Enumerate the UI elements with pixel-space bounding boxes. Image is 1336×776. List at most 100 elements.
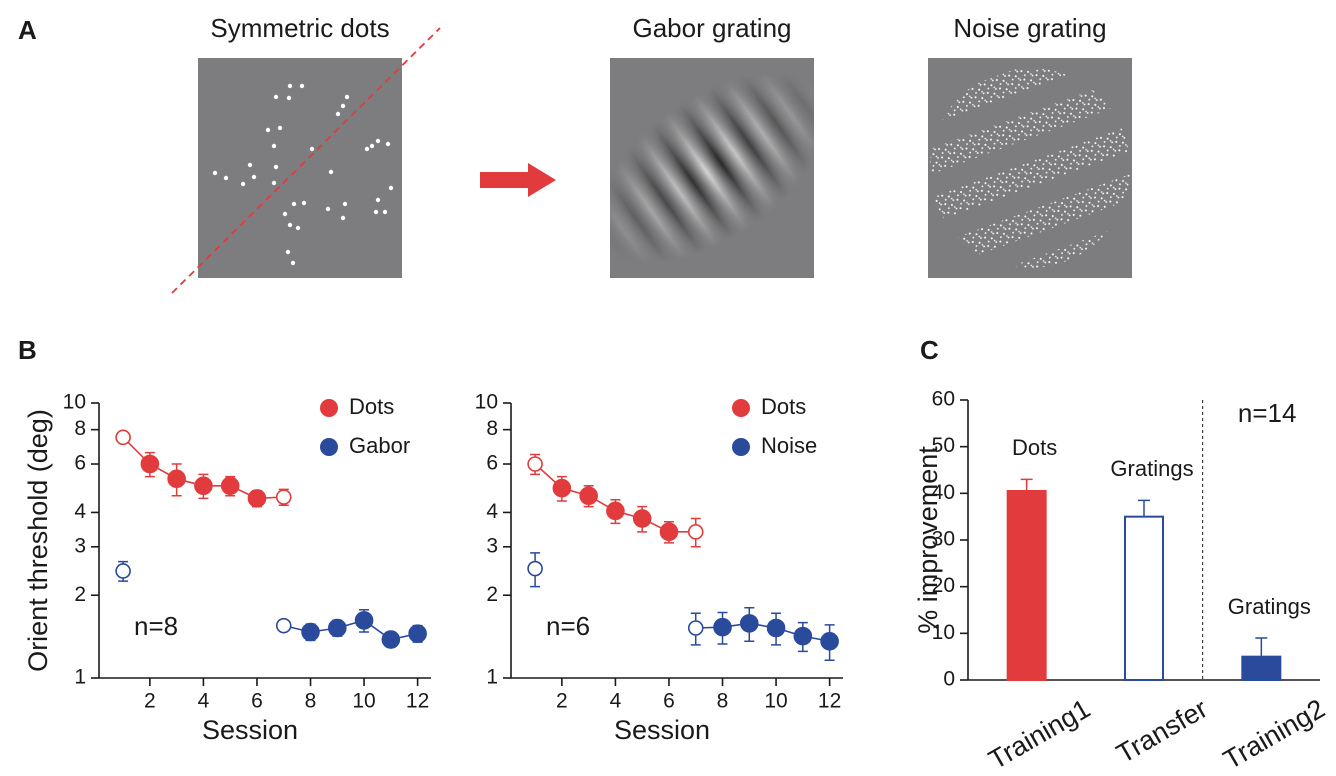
y-tick-label: 6	[74, 452, 86, 475]
legend-marker	[732, 399, 750, 417]
legend-label: Dots	[349, 394, 394, 419]
y-tick-label: 1	[486, 666, 498, 689]
marker	[632, 509, 652, 528]
y-axis-label: Orient threshold (deg)	[23, 409, 53, 672]
y-tick-label: 20	[932, 574, 955, 597]
annotation: n=6	[546, 611, 590, 641]
y-tick-label: 10	[63, 391, 86, 414]
legend-marker	[320, 438, 338, 456]
marker	[820, 631, 839, 651]
marker	[275, 617, 292, 634]
y-tick-label: 4	[486, 500, 498, 523]
legend-label: Gabor	[349, 433, 410, 458]
marker	[354, 611, 374, 630]
y-tick-label: 10	[932, 621, 955, 644]
marker	[766, 618, 786, 638]
noise-stimulus	[901, 39, 1159, 297]
x-tick-label: Transfer	[1111, 693, 1212, 769]
marker	[659, 522, 679, 542]
y-tick-label: 0	[943, 668, 955, 691]
x-tick-label: 8	[305, 690, 317, 713]
x-tick-label: 2	[144, 690, 156, 713]
arrow	[480, 163, 556, 197]
marker	[527, 456, 543, 472]
x-axis-label: Session	[614, 715, 710, 745]
x-tick-label: Training1	[984, 693, 1096, 775]
marker	[275, 489, 292, 505]
x-tick-label: 10	[764, 690, 787, 713]
y-tick-label: 2	[74, 583, 86, 606]
legend-marker	[320, 399, 338, 417]
y-tick-label: 10	[475, 391, 498, 414]
y-tick-label: 1	[74, 666, 86, 689]
marker	[713, 617, 732, 637]
bar	[1241, 655, 1282, 682]
legend-label: Noise	[761, 433, 817, 458]
error-bar	[1020, 478, 1033, 491]
marker	[247, 489, 267, 508]
gabor-stimulus	[610, 58, 814, 278]
annotation: n=8	[134, 611, 178, 641]
y-tick-label: 30	[932, 528, 955, 551]
marker	[552, 478, 572, 498]
marker	[793, 626, 813, 646]
marker	[167, 469, 186, 489]
x-tick-label: 8	[717, 690, 729, 713]
marker	[579, 486, 598, 506]
y-tick-label: 3	[74, 534, 86, 557]
marker	[194, 476, 213, 496]
marker	[115, 563, 131, 579]
marker	[381, 630, 401, 649]
legend-marker	[732, 438, 750, 456]
x-axis-label: Session	[202, 715, 298, 745]
stimulus-title: Symmetric dots	[210, 13, 389, 43]
y-tick-label: 8	[74, 417, 86, 440]
bar	[1124, 515, 1164, 682]
marker	[140, 454, 160, 474]
x-tick-label: Training2	[1218, 693, 1330, 775]
stimulus-title: Gabor grating	[633, 13, 792, 43]
marker	[301, 622, 320, 642]
panel-label: A	[18, 15, 37, 45]
y-tick-label: 40	[932, 481, 955, 504]
y-tick-label: 6	[486, 452, 498, 475]
bar-label: Gratings	[1110, 456, 1193, 481]
y-axis-label: % improvement	[913, 446, 943, 634]
y-tick-label: 60	[932, 388, 955, 411]
legend-label: Dots	[761, 394, 806, 419]
y-tick-label: 3	[486, 534, 498, 557]
annotation: n=14	[1238, 398, 1297, 428]
bar-label: Gratings	[1228, 594, 1311, 619]
x-tick-label: 6	[251, 690, 263, 713]
bar	[1006, 490, 1047, 681]
x-tick-label: 4	[610, 690, 622, 713]
marker	[527, 560, 543, 577]
x-tick-label: 4	[198, 690, 210, 713]
marker	[739, 614, 759, 633]
marker	[408, 624, 427, 643]
panel-label: C	[920, 335, 939, 365]
marker	[327, 618, 347, 638]
x-tick-label: 12	[818, 690, 841, 713]
marker	[115, 429, 131, 446]
x-tick-label: 2	[556, 690, 568, 713]
marker	[220, 476, 240, 496]
x-tick-label: 6	[663, 690, 675, 713]
x-tick-label: 10	[352, 690, 375, 713]
marker	[687, 524, 704, 540]
dots-stimulus	[171, 27, 441, 294]
y-tick-label: 4	[74, 500, 86, 523]
marker	[687, 620, 704, 636]
marker	[606, 501, 625, 521]
error-bar	[1255, 637, 1268, 657]
y-tick-label: 2	[486, 583, 498, 606]
y-tick-label: 50	[932, 434, 955, 457]
bar-label: Dots	[1012, 435, 1057, 460]
x-tick-label: 12	[406, 690, 429, 713]
y-tick-label: 8	[486, 417, 498, 440]
panel-label: B	[18, 335, 37, 365]
error-bar	[1138, 499, 1150, 517]
stimulus-title: Noise grating	[953, 13, 1106, 43]
